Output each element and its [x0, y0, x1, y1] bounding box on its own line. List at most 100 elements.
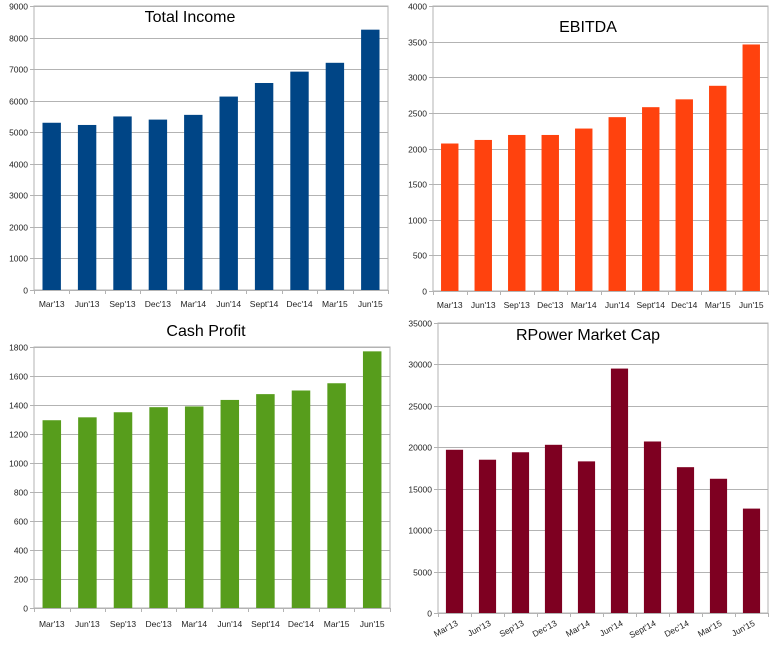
plot-area: 0 5000 10000 15000 20000 25000 30000 35000 Mar'1…	[408, 319, 769, 640]
x-tick-label: Mar'14	[564, 618, 592, 639]
x-tick-label: Mar'14	[181, 619, 207, 629]
bar	[327, 383, 346, 608]
y-tick-label: 1500	[408, 180, 427, 190]
y-tick-label: 800	[14, 488, 28, 498]
plot-area: 0 500 1000 1500 2000 2500 3000 3500 4000 Mar'13 Ju…	[408, 2, 769, 310]
bar	[478, 459, 497, 613]
bar	[676, 467, 695, 613]
x-tick-label: Jun'14	[216, 299, 241, 309]
x-tick-label: Mar'15	[696, 618, 724, 639]
x-tick-label: Jun'14	[598, 618, 625, 639]
y-tick-label: 30000	[408, 360, 432, 370]
y-tick-label: 8000	[9, 34, 28, 44]
bar	[742, 508, 761, 613]
y-tick-label: 15000	[408, 485, 432, 495]
bar	[441, 143, 459, 291]
plot-area: 0 1000 2000 3000 4000 5000 6000 7000 8000 9000 Mar…	[9, 2, 389, 309]
y-tick-label: 600	[14, 517, 28, 527]
x-tick-label: Jun'15	[739, 300, 764, 310]
bar	[362, 351, 382, 608]
bar	[544, 444, 563, 613]
bar	[219, 96, 238, 290]
x-tick-label: Sept'14	[250, 299, 279, 309]
bar	[361, 29, 380, 291]
x-tick-label: Mar'13	[437, 300, 463, 310]
y-tick-label: 3500	[408, 38, 427, 48]
x-tick-label: Mar'15	[705, 300, 731, 310]
x-tick-label: Jun'15	[360, 619, 385, 629]
bar	[577, 461, 596, 613]
bar	[541, 134, 559, 291]
x-tick-label: Dec'14	[671, 300, 697, 310]
x-tick-label: Sept'14	[636, 300, 665, 310]
chart-title: RPower Market Cap	[516, 327, 660, 344]
bar	[709, 85, 727, 291]
bar	[675, 99, 693, 292]
x-tick-label: Sep'13	[498, 618, 526, 639]
y-tick-label: 500	[413, 251, 427, 261]
y-tick-label: 10000	[408, 526, 432, 536]
bar	[149, 407, 168, 608]
rpower-market-cap-plot: 0 5000 10000 15000 20000 25000 30000 35000 Mar'1…	[408, 319, 769, 640]
bar	[113, 116, 132, 290]
bar	[643, 441, 662, 613]
x-tick-label: Dec'13	[531, 618, 559, 639]
y-tick-label: 5000	[9, 128, 28, 138]
y-tick-label: 1000	[9, 254, 28, 264]
y-tick-label: 1000	[408, 216, 427, 226]
total-income-plot: 0 1000 2000 3000 4000 5000 6000 7000 8000 9000 Mar…	[9, 2, 389, 309]
bar	[77, 124, 97, 290]
bar	[42, 420, 62, 608]
bar	[474, 139, 492, 291]
bar	[742, 44, 760, 291]
x-tick-label: Sep'13	[504, 300, 530, 310]
bar	[220, 399, 240, 608]
x-tick-label: Dec'14	[663, 618, 691, 639]
bar	[642, 107, 660, 291]
x-tick-label: Dec'14	[286, 299, 312, 309]
bar	[290, 71, 309, 290]
x-tick-label: Mar'15	[322, 299, 348, 309]
y-tick-label: 200	[14, 575, 28, 585]
bar	[184, 114, 203, 290]
bar	[42, 122, 61, 290]
x-tick-label: Sep'13	[110, 619, 136, 629]
y-tick-label: 2000	[9, 223, 28, 233]
x-tick-label: Dec'13	[537, 300, 563, 310]
y-tick-label: 2000	[408, 145, 427, 155]
total-income-chart: 0 1000 2000 3000 4000 5000 6000 7000 8000 9000 Mar…	[0, 0, 392, 318]
bar	[610, 368, 629, 613]
y-tick-label: 0	[23, 286, 28, 296]
x-tick-label: Jun'14	[217, 619, 242, 629]
y-tick-label: 400	[14, 546, 28, 556]
bar	[445, 449, 464, 613]
y-tick-label: 1600	[9, 372, 28, 382]
y-tick-label: 3000	[408, 73, 427, 83]
bar	[508, 134, 526, 291]
x-tick-label: Mar'14	[571, 300, 597, 310]
y-tick-label: 1400	[9, 401, 28, 411]
chart-title: Total Income	[145, 9, 236, 26]
bar	[184, 406, 204, 608]
bar	[325, 62, 345, 290]
y-tick-label: 1000	[9, 459, 28, 469]
x-tick-label: Jun'13	[75, 619, 100, 629]
x-tick-label: Mar'13	[432, 618, 460, 639]
plot-area: 0 200 400 600 800 1000 1200 1400 1600 1800 Mar'13 J…	[9, 343, 391, 629]
x-tick-label: Dec'13	[145, 299, 171, 309]
y-tick-label: 0	[422, 287, 427, 297]
bar	[254, 82, 274, 291]
y-tick-label: 7000	[9, 65, 28, 75]
ebitda-plot: 0 500 1000 1500 2000 2500 3000 3500 4000 Mar'13 Ju…	[408, 2, 769, 310]
y-tick-label: 4000	[9, 160, 28, 170]
y-tick-label: 2500	[408, 109, 427, 119]
y-tick-label: 3000	[9, 191, 28, 201]
y-tick-label: 0	[427, 609, 432, 619]
cash-profit-plot: 0 200 400 600 800 1000 1200 1400 1600 1800 Mar'13 J…	[9, 323, 391, 629]
x-tick-label: Jun'13	[471, 300, 496, 310]
x-tick-label: Sept'14	[628, 618, 658, 640]
y-tick-label: 6000	[9, 97, 28, 107]
chart-title: EBITDA	[559, 19, 617, 36]
ebitda-chart: 0 500 1000 1500 2000 2500 3000 3500 4000 Mar'13 Ju…	[398, 0, 775, 318]
y-tick-label: 1800	[9, 343, 28, 353]
